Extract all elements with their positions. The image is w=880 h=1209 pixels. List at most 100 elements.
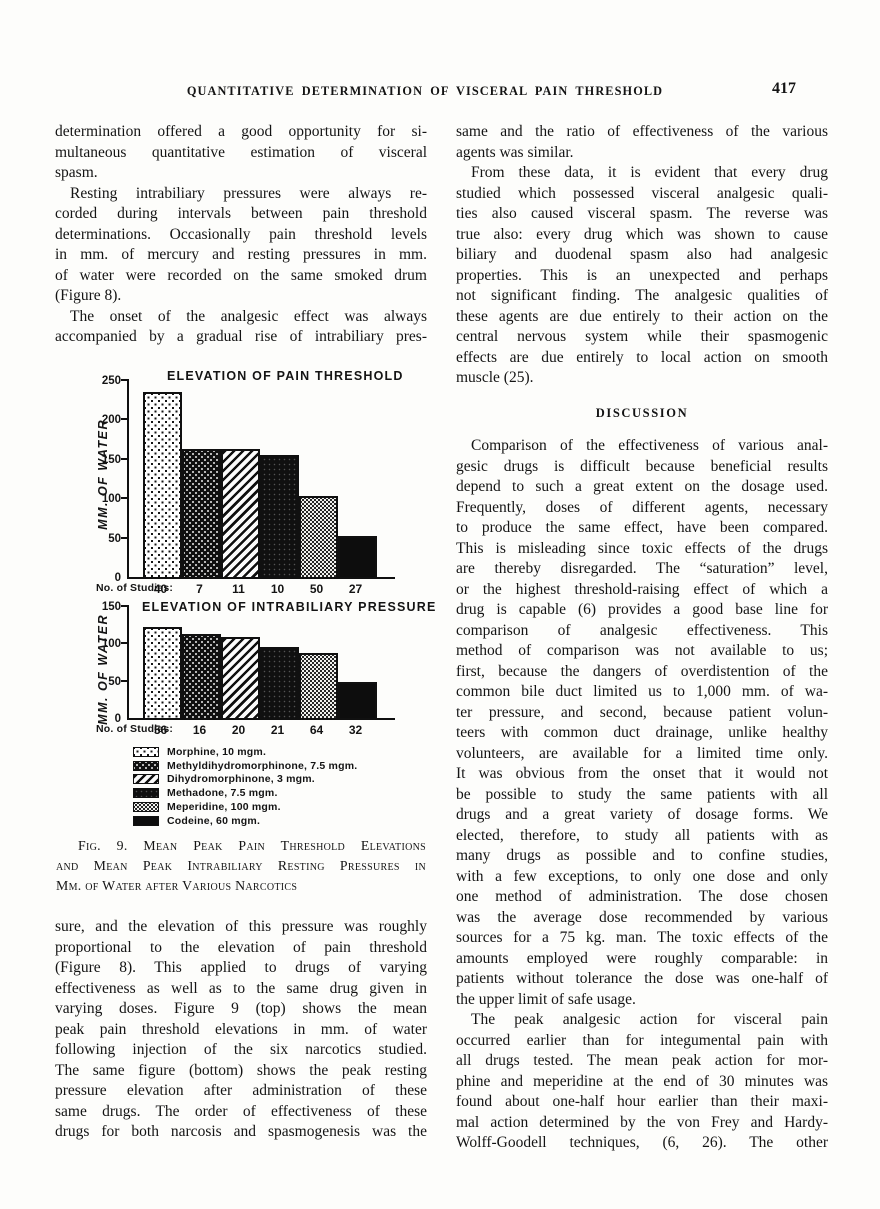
text-line: teers with common duct drainage, unlike … xyxy=(456,724,828,741)
text-line: determinations. Occasionally pain thresh… xyxy=(55,225,427,243)
text-line: volunteers, are available for a limited … xyxy=(456,744,828,762)
y-tick-label: 150 xyxy=(101,601,121,613)
y-tick-mark xyxy=(121,642,129,645)
plot-area: 0 50 100 150 200 250 xyxy=(102,375,395,584)
bar xyxy=(143,627,182,718)
text-line: muscle (25). xyxy=(456,369,534,386)
chart-title: ELEVATION OF PAIN THRESHOLD xyxy=(167,369,404,383)
text-line: drugs and a great variety of dosage form… xyxy=(456,806,828,823)
y-tick-label: 50 xyxy=(108,532,121,545)
studies-count: 32 xyxy=(348,723,363,737)
text-line: drugs for both narcosis and spasmogenesi… xyxy=(55,1123,427,1140)
y-tick-label: 250 xyxy=(101,375,121,387)
y-tick-mark xyxy=(121,536,129,539)
text-line: This is misleading since toxic effects o… xyxy=(456,539,828,557)
studies-row: No. of Studies: 56 16 20 21 64 32 xyxy=(95,723,430,737)
text-line: phine and meperidine at the end of 30 mi… xyxy=(456,1072,828,1090)
legend-label: Dihydromorphinone, 3 mgm. xyxy=(167,773,315,786)
text-line: first, because the dangers of overdisten… xyxy=(456,662,828,680)
legend-label: Meperidine, 100 mgm. xyxy=(167,801,281,814)
studies-count: 50 xyxy=(309,582,324,596)
right-column-upper: same and the ratio of effectiveness of t… xyxy=(456,122,828,389)
text-line: proportional to the elevation of pain th… xyxy=(55,938,427,956)
left-column-bottom: sure, and the elevation of this pressure… xyxy=(55,917,427,1143)
text-line: following injection of the six narcotics… xyxy=(55,1041,427,1058)
page-number: 417 xyxy=(772,80,796,97)
y-tick-label: 150 xyxy=(101,453,121,466)
text-line: of water were recorded on the same smoke… xyxy=(55,266,427,284)
text-line: biliary and duodenal spasm also had anal… xyxy=(456,246,828,263)
text-line: gesic drugs is difficult because benefic… xyxy=(456,457,828,475)
text-line: amounts employed were roughly comparable… xyxy=(456,949,828,967)
text-line: Frequently, doses of different agents, n… xyxy=(456,498,828,516)
paragraph: Comparison of the effectiveness of vario… xyxy=(456,436,828,1010)
text-line: (Figure 8). This applied to drugs of var… xyxy=(55,959,427,976)
text-line: central nervous system while their spasm… xyxy=(456,328,828,345)
text-line: agents was similar. xyxy=(456,143,574,161)
y-tick-label: 100 xyxy=(101,638,121,651)
text-line: not significant finding. The analgesic q… xyxy=(456,287,828,304)
legend-label: Morphine, 10 mgm. xyxy=(167,745,267,758)
text-line: effects are due entirely to local action… xyxy=(456,348,828,366)
text-line: The same figure (bottom) shows the peak … xyxy=(55,1061,427,1079)
text-line: Fig. 9. Mean Peak Pain Threshold Elevati… xyxy=(78,838,426,853)
y-tick-mark xyxy=(121,497,129,500)
bar xyxy=(299,496,338,577)
bar xyxy=(338,682,377,718)
legend-swatch-icon xyxy=(133,746,159,757)
text-line: occurred earlier than for integumental p… xyxy=(456,1031,828,1049)
legend-swatch-icon xyxy=(133,760,159,771)
studies-count: 21 xyxy=(270,723,285,737)
text-line: one method of administration. The dose c… xyxy=(456,888,828,905)
legend-swatch-icon xyxy=(133,774,159,785)
text-line: or the highest threshold-raising effect … xyxy=(456,580,828,598)
paragraph: Fig. 9. Mean Peak Pain Threshold Elevati… xyxy=(56,836,426,895)
figure-9: ELEVATION OF PAIN THRESHOLD MM. OF WATER 0… xyxy=(95,364,435,834)
running-header: QUANTITATIVE DETERMINATION OF VISCERAL P… xyxy=(186,84,664,98)
bar xyxy=(221,449,260,577)
text-line: the upper limit of safe usage. xyxy=(456,990,636,1008)
legend-item: Dihydromorphinone, 3 mgm. xyxy=(133,773,357,787)
figure-caption: Fig. 9. Mean Peak Pain Threshold Elevati… xyxy=(56,836,426,895)
studies-count: 56 xyxy=(153,723,168,737)
text-line: properties. This is an unexpected and pe… xyxy=(456,266,828,284)
text-line: effectiveness as well as to the same dru… xyxy=(55,979,427,997)
paragraph: From these data, it is evident that ever… xyxy=(456,163,828,389)
bar xyxy=(260,455,299,577)
bar xyxy=(338,536,377,577)
studies-label: No. of Studies: xyxy=(96,582,174,594)
y-axis-label: MM. OF WATER xyxy=(96,614,110,725)
text-line: Mm. of Water after Various Narcotics xyxy=(56,877,298,893)
text-line: with a few exceptions, to only one dose … xyxy=(456,867,828,885)
legend-label: Methyldihydromorphinone, 7.5 mgm. xyxy=(167,759,358,772)
studies-count: 20 xyxy=(231,723,246,737)
text-line: studied which possessed visceral analges… xyxy=(456,184,828,202)
legend-swatch-icon xyxy=(133,815,159,826)
legend-item: Meperidine, 100 mgm. xyxy=(133,800,357,814)
text-line: From these data, it is evident that ever… xyxy=(471,164,828,181)
text-line: same drugs. The order of effectiveness o… xyxy=(55,1102,427,1120)
bar xyxy=(260,647,299,718)
bar xyxy=(221,637,260,718)
paragraph: sure, and the elevation of this pressure… xyxy=(55,917,427,1143)
text-line: all drugs tested. The mean peak action f… xyxy=(456,1052,828,1069)
text-line: varying doses. Figure 9 (top) shows the … xyxy=(55,1000,427,1017)
text-line: drug is capable (6) provides a good base… xyxy=(456,601,828,618)
text-line: to produce the same effect, have been co… xyxy=(456,519,828,536)
paragraph: Resting intrabiliary pressures were alwa… xyxy=(55,184,427,307)
text-line: patients without tolerance the dose was … xyxy=(456,970,828,987)
studies-count: 11 xyxy=(232,582,245,596)
y-tick-mark xyxy=(121,457,129,460)
legend-swatch-icon xyxy=(133,788,159,799)
bar xyxy=(299,653,338,718)
text-line: method of comparison was not available t… xyxy=(456,642,828,659)
y-tick-mark xyxy=(121,418,129,421)
text-line: ter pressure, and second, because patien… xyxy=(456,703,828,721)
bar xyxy=(182,449,221,577)
text-line: found about one-half hour earlier than t… xyxy=(456,1093,828,1110)
paragraph: The peak analgesic action for visceral p… xyxy=(456,1010,828,1154)
chart-title: ELEVATION OF INTRABILIARY PRESSURE xyxy=(142,600,437,614)
text-line: mal action determined by the von Frey an… xyxy=(456,1113,828,1131)
text-line: corded during intervals between pain thr… xyxy=(55,205,427,222)
